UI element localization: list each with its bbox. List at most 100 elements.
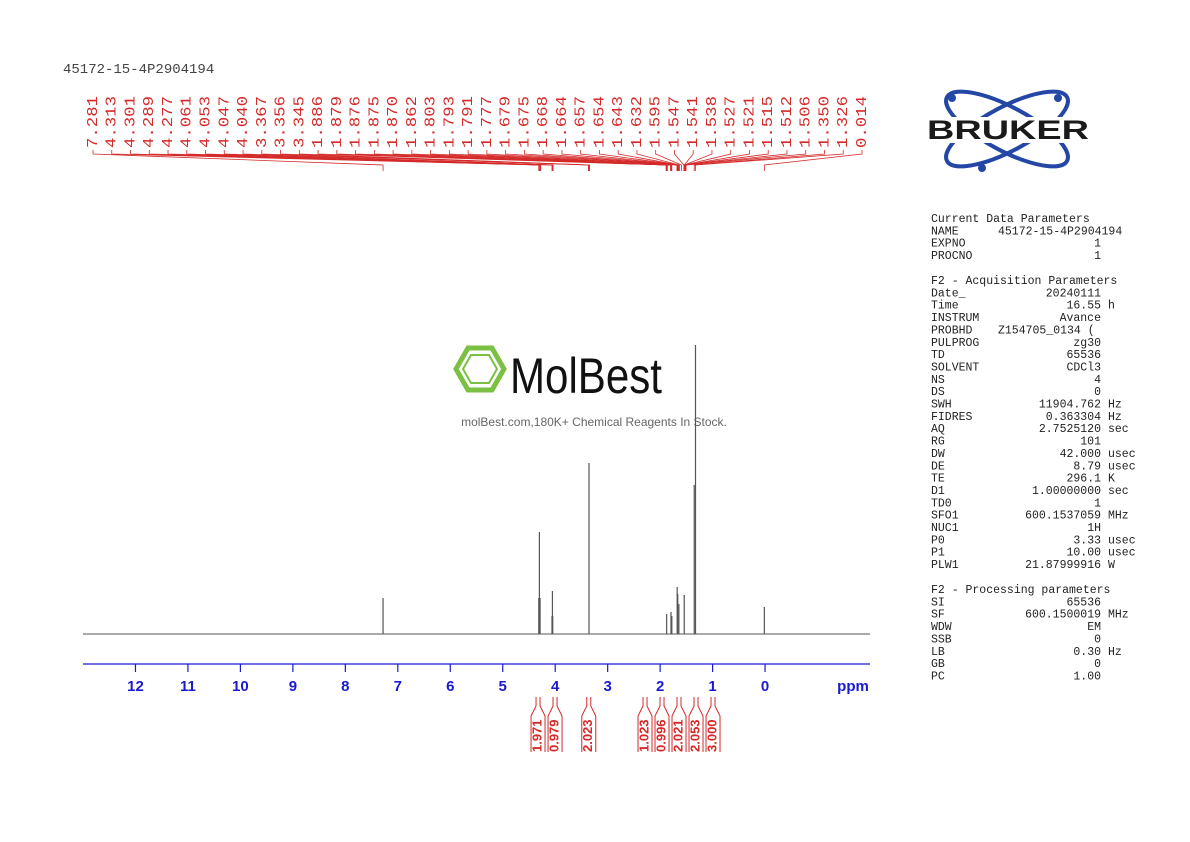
integral-bracket: [688, 697, 695, 752]
peak-connector: [242, 150, 554, 171]
param-value: 296.1: [1066, 473, 1101, 486]
integral-label: 0.979: [546, 719, 561, 752]
param-name: Time: [931, 300, 959, 313]
peak-label: 1.512: [779, 96, 796, 148]
logo-dot: [978, 164, 986, 172]
integral-label: 2.023: [580, 719, 595, 752]
peak-connector: [486, 150, 673, 171]
peak-label: 1.657: [573, 96, 590, 148]
param-value: 1: [1094, 497, 1101, 510]
integral-bracket: [697, 697, 704, 752]
integral-label: 2.021: [670, 719, 685, 752]
integral-label: 2.053: [687, 719, 702, 752]
integral-bracket: [714, 697, 721, 752]
param-unit: Hz: [1108, 646, 1122, 659]
peak-label: 0.014: [854, 96, 871, 148]
peak-label: 1.541: [685, 96, 702, 148]
x-tick-label: 9: [289, 678, 297, 695]
peak-label: 1.654: [591, 96, 608, 148]
integral-bracket: [590, 697, 597, 752]
peak-label: 1.876: [348, 96, 365, 148]
peak-label: 1.870: [385, 96, 402, 148]
integral-bracket: [654, 697, 661, 752]
param-name: PROBHD: [931, 324, 973, 337]
param-value: 8.79: [1073, 460, 1101, 473]
watermark-name: MolBest: [510, 348, 662, 404]
param-name: PROCNO: [931, 250, 973, 263]
param-name: TD0: [931, 497, 952, 510]
peak-connector: [599, 150, 679, 171]
peak-connector: [430, 150, 671, 171]
logo-text: BRUKER: [927, 115, 1089, 145]
param-name: NAME: [931, 225, 959, 238]
watermark-icon: [461, 354, 499, 384]
param-unit: usec: [1108, 448, 1136, 461]
peak-label: 4.301: [122, 96, 139, 148]
integral-label: 3.000: [704, 719, 719, 752]
param-value: 16.55: [1066, 300, 1101, 313]
peak-label: 1.879: [329, 96, 346, 148]
param-value: EM: [1087, 621, 1101, 634]
integral-bracket: [646, 697, 653, 752]
param-value: 0.30: [1073, 646, 1101, 659]
param-name: GB: [931, 658, 945, 671]
peak-connector: [298, 150, 590, 171]
param-name: RG: [931, 436, 945, 449]
peak-connector: [693, 150, 825, 171]
peak-label: 1.326: [835, 96, 852, 148]
param-name: WDW: [931, 621, 952, 634]
param-value: 1: [1094, 238, 1101, 251]
watermark-tagline: molBest.com,180K+ Chemical Reagents In S…: [461, 415, 727, 429]
param-value: 4: [1094, 374, 1101, 387]
section-title: F2 - Processing parameters: [931, 584, 1110, 597]
logo-dot: [1054, 94, 1062, 102]
param-value: 600.1500019: [1025, 609, 1101, 622]
param-name: NUC1: [931, 522, 959, 535]
peak-label: 4.061: [179, 96, 196, 148]
logo-dot: [948, 94, 956, 102]
param-value: 101: [1080, 436, 1101, 449]
peak-label: 1.777: [479, 96, 496, 148]
param-unit: usec: [1108, 547, 1136, 560]
param-unit: h: [1108, 300, 1115, 313]
x-tick-label: 6: [446, 678, 454, 695]
param-unit: Hz: [1108, 399, 1122, 412]
param-unit: usec: [1108, 534, 1136, 547]
param-unit: sec: [1108, 485, 1129, 498]
peak-label: 3.367: [254, 96, 271, 148]
integral-bracket: [581, 697, 588, 752]
param-name: TD: [931, 349, 945, 362]
integral-bracket: [530, 697, 537, 752]
integral-bracket: [547, 697, 554, 752]
section-title: F2 - Acquisition Parameters: [931, 275, 1117, 288]
x-tick-label: 2: [656, 678, 664, 695]
integral-label: 0.996: [653, 719, 668, 752]
peak-label: 3.345: [291, 96, 308, 148]
param-value: 0.363304: [1046, 411, 1101, 424]
peak-label: 1.350: [816, 96, 833, 148]
integral-label: 1.023: [636, 719, 651, 752]
x-tick-label: 0: [761, 678, 769, 695]
peak-label: 1.547: [666, 96, 683, 148]
param-value: 10.00: [1066, 547, 1101, 560]
peak-label: 4.289: [141, 96, 158, 148]
x-tick-label: 12: [127, 678, 144, 695]
peak-label: 1.632: [629, 96, 646, 148]
integral-bracket: [556, 697, 563, 752]
param-name: AQ: [931, 423, 945, 436]
param-name: P0: [931, 534, 945, 547]
param-name: TE: [931, 473, 945, 486]
peak-label: 1.886: [310, 96, 327, 148]
peak-label: 1.521: [741, 96, 758, 148]
param-value: Z154705_0134 (: [998, 324, 1095, 337]
peak-connector: [167, 150, 542, 171]
param-name: PLW1: [931, 559, 959, 572]
x-tick-label: 11: [180, 678, 196, 695]
param-name: NS: [931, 374, 945, 387]
peak-label: 4.277: [160, 96, 177, 148]
param-name: EXPNO: [931, 238, 966, 251]
peak-label: 1.595: [648, 96, 665, 148]
peak-label: 1.643: [610, 96, 627, 148]
peak-label: 1.664: [554, 96, 571, 148]
